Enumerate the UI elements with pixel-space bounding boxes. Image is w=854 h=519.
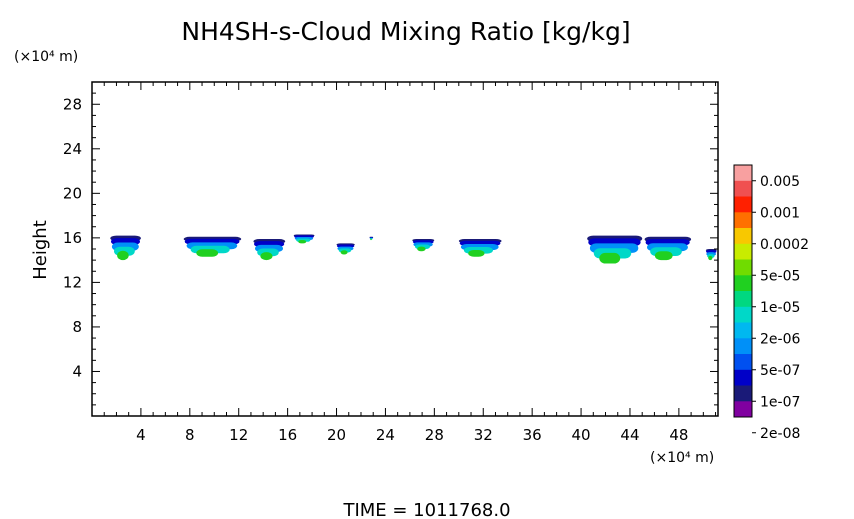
x-tick-label: 28	[425, 426, 444, 444]
colorbar-swatch	[734, 196, 752, 213]
x-tick-label: 48	[669, 426, 688, 444]
cloud-10	[644, 236, 692, 261]
x-tick-label: 36	[523, 426, 542, 444]
colorbar-swatch	[734, 165, 752, 182]
x-tick-label: 32	[474, 426, 493, 444]
y-tick-label: 20	[63, 184, 82, 202]
colorbar-label: 1e-07	[760, 394, 800, 410]
cloud-contour	[260, 252, 273, 261]
colorbar-swatch	[734, 385, 752, 402]
x-tick-label: 16	[278, 426, 297, 444]
colorbar-label: 0.0002	[760, 237, 809, 253]
colorbar: 0.005 0.001 0.0002 5e-05 1e-05 2e-06 5e-07 1e-0…	[733, 164, 809, 442]
colorbar-swatch	[734, 180, 752, 197]
x-tick-label: 4	[136, 426, 146, 444]
x-tick-label: 24	[376, 426, 395, 444]
cloud-contour	[370, 238, 372, 241]
cloud-contour	[708, 255, 713, 261]
y-tick-label: 28	[63, 95, 82, 113]
x-tick-label: 8	[185, 426, 195, 444]
cloud-contour	[599, 252, 621, 264]
cloud-contour	[298, 240, 307, 244]
colorbar-swatch	[734, 306, 752, 323]
colorbar-label: 2e-08	[760, 426, 800, 442]
cloud-5	[336, 243, 355, 255]
cloud-11	[705, 249, 717, 261]
y-tick-label: 12	[63, 273, 82, 291]
x-tick-label: 40	[572, 426, 591, 444]
y-axis-label: Height	[30, 220, 51, 280]
colorbar-label: 2e-06	[760, 331, 800, 347]
cloud-layer	[110, 234, 717, 264]
colorbar-swatch	[734, 212, 752, 229]
cloud-3	[253, 239, 286, 261]
cloud-4	[293, 234, 315, 244]
colorbar-swatch	[734, 291, 752, 308]
y-tick-label: 8	[72, 318, 82, 336]
cloud-contour	[196, 249, 219, 257]
colorbar-swatch	[734, 338, 752, 355]
colorbar-label: 5e-07	[760, 363, 800, 379]
colorbar-swatch	[734, 322, 752, 339]
chart-title: NH4SH-s-Cloud Mixing Ratio [kg/kg]	[181, 17, 630, 46]
colorbar-swatch	[734, 228, 752, 245]
cloud-contour	[417, 246, 426, 252]
y-unit-label: (×10⁴ m)	[14, 49, 78, 65]
x-tick-label: 20	[327, 426, 346, 444]
cloud-2	[183, 236, 242, 257]
cloud-contour	[117, 250, 129, 261]
colorbar-label: 1e-05	[760, 300, 800, 316]
colorbar-swatch	[734, 354, 752, 371]
y-tick-label: 24	[63, 140, 82, 158]
colorbar-label: 0.005	[760, 174, 800, 190]
colorbar-swatch	[734, 401, 752, 418]
colorbar-swatch	[734, 243, 752, 260]
cloud-contour	[468, 250, 485, 257]
cloud-7	[412, 239, 435, 252]
colorbar-frame	[733, 164, 753, 418]
x-unit-label: (×10⁴ m)	[650, 450, 714, 466]
cloud-9	[587, 235, 643, 264]
y-tick-label: 16	[63, 229, 82, 247]
colorbar-label: 5e-05	[760, 268, 800, 284]
cloud-6	[369, 236, 374, 241]
cloud-1	[110, 235, 141, 261]
colorbar-swatch	[734, 275, 752, 292]
x-tick-label: 44	[620, 426, 639, 444]
cloud-8	[458, 239, 502, 257]
time-footer: TIME = 1011768.0	[342, 500, 510, 519]
colorbar-label: 0.001	[760, 205, 800, 221]
cloud-contour	[340, 250, 348, 255]
cloud-contour	[654, 251, 673, 261]
x-tick-label: 12	[229, 426, 248, 444]
y-tick-label: 4	[72, 362, 82, 380]
colorbar-swatch	[734, 369, 752, 386]
colorbar-swatch	[734, 259, 752, 276]
